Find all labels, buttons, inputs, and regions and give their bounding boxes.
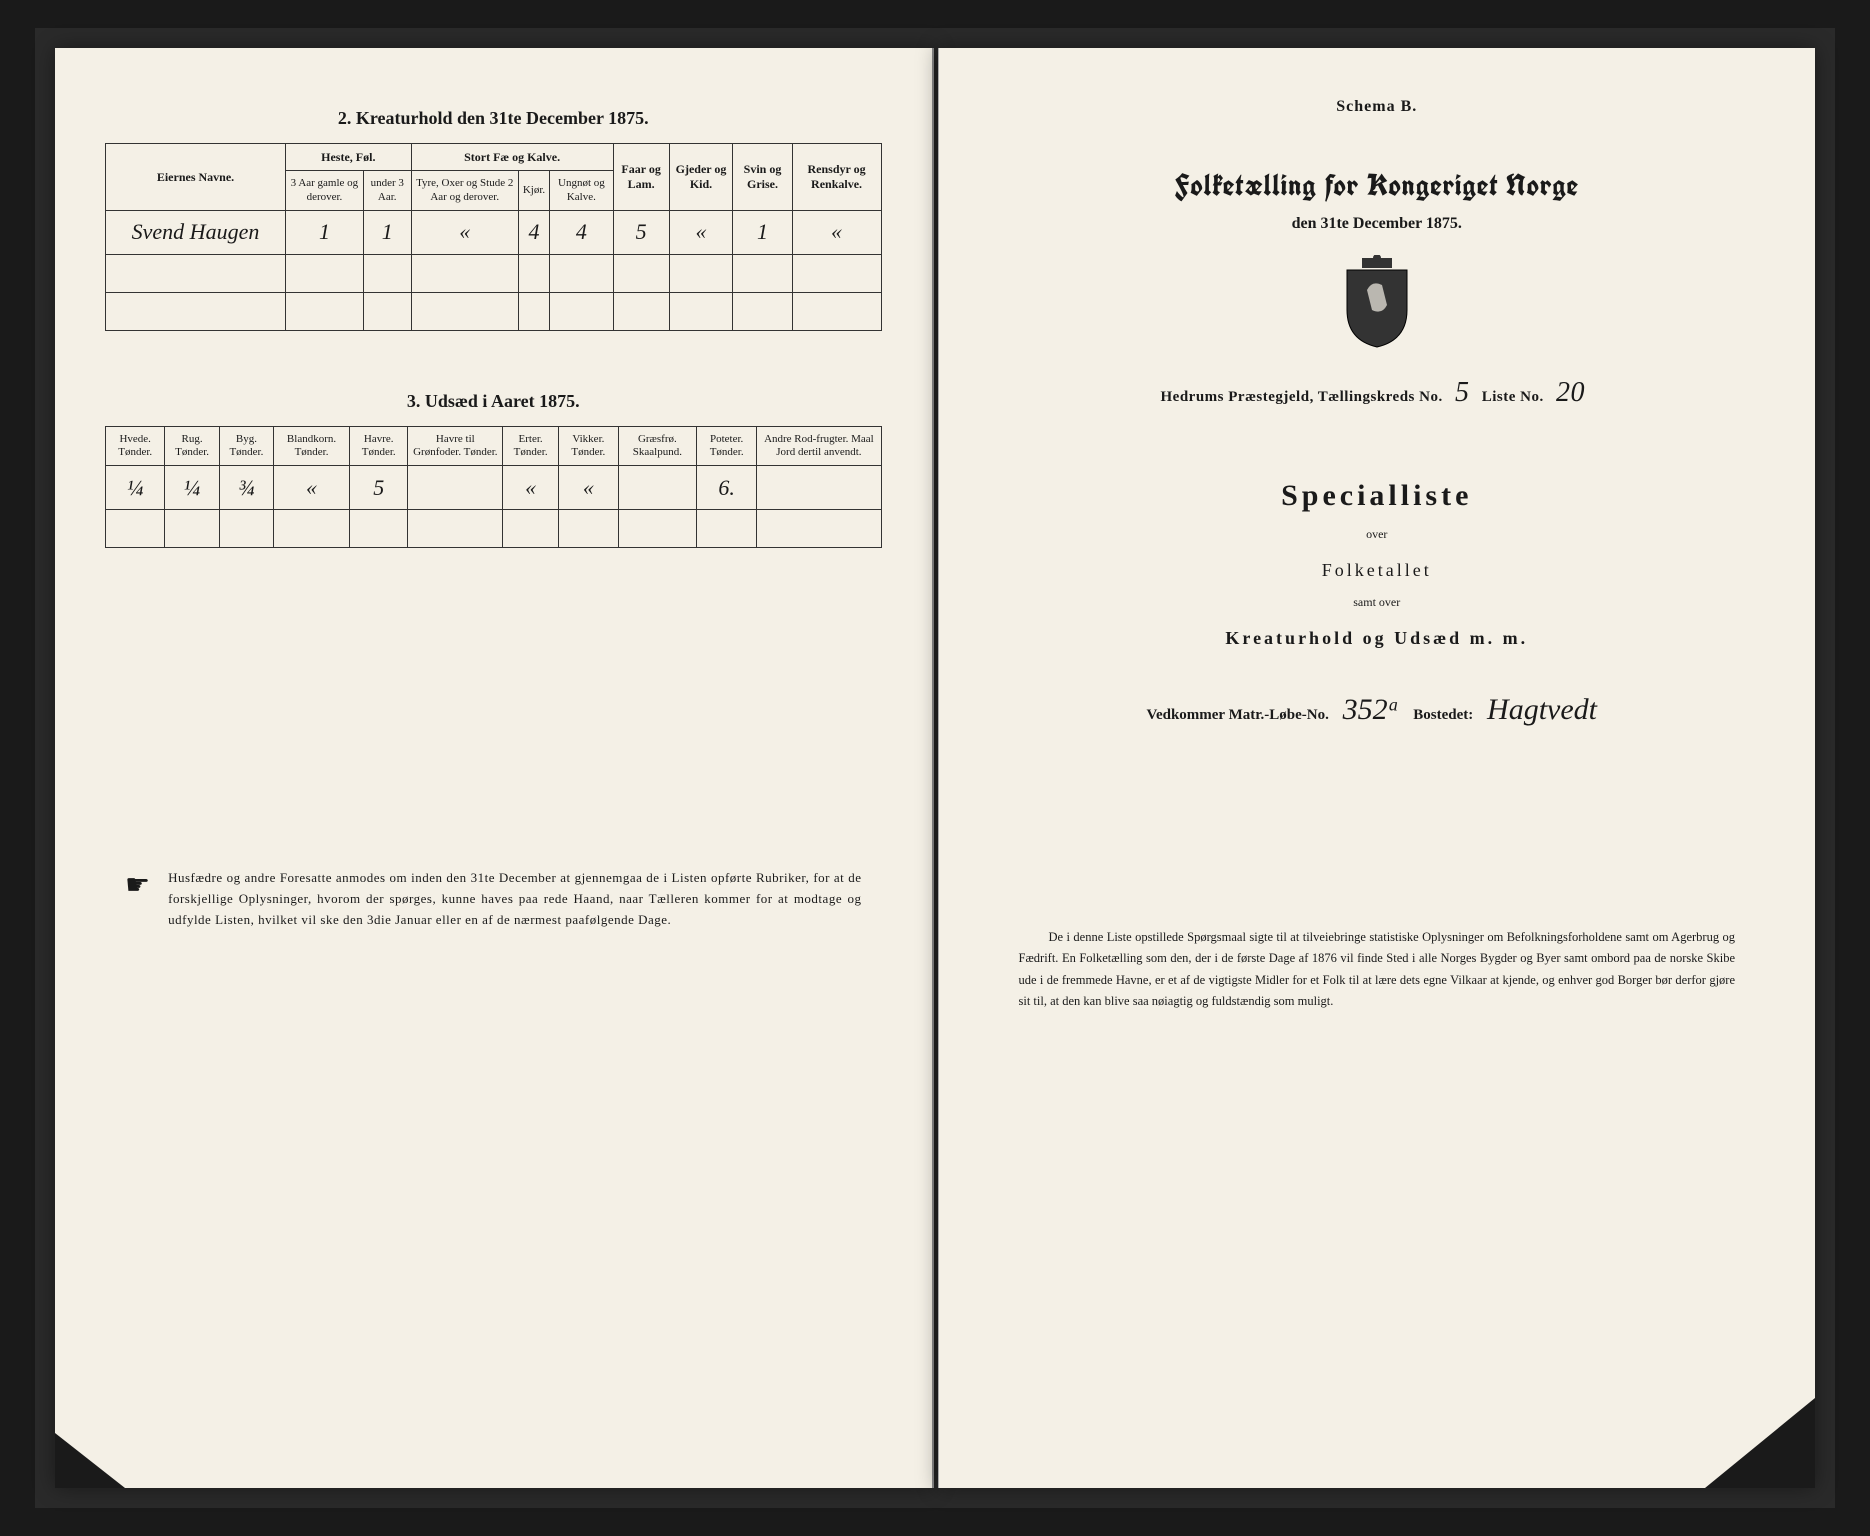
page-corner-fold	[1705, 1398, 1815, 1488]
col-goats: Gjeder og Kid.	[669, 144, 733, 211]
col-root: Andre Rod-frugter. Maal Jord dertil anve…	[757, 426, 881, 465]
kreatur-label: Kreaturhold og Udsæd m. m.	[989, 628, 1766, 649]
list-label: Liste No.	[1482, 389, 1544, 405]
cell: 1	[286, 210, 364, 254]
parish-name: Hedrums	[1161, 389, 1225, 405]
list-number: 20	[1548, 377, 1593, 408]
col-mixed: Blandkorn. Tønder.	[274, 426, 350, 465]
cell: «	[792, 210, 881, 254]
coat-of-arms-icon	[989, 255, 1766, 355]
folketallet-label: Folketallet	[989, 560, 1766, 581]
sub-horses-3plus: 3 Aar gamle og derover.	[286, 171, 364, 210]
cell: 4	[550, 210, 613, 254]
cell: 4	[518, 210, 549, 254]
matrikkel-line: Vedkommer Matr.-Løbe-No. 352ᵃ Bostedet: …	[989, 693, 1766, 727]
col-potato: Poteter. Tønder.	[697, 426, 757, 465]
col-vetch: Vikker. Tønder.	[559, 426, 619, 465]
col-barley: Byg. Tønder.	[219, 426, 273, 465]
matr-number: 352ᵃ	[1333, 693, 1410, 726]
col-reindeer: Rensdyr og Renkalve.	[792, 144, 881, 211]
cell: ¼	[106, 466, 165, 510]
group-horses: Heste, Føl.	[286, 144, 412, 171]
col-sheep: Faar og Lam.	[613, 144, 669, 211]
sub-cows: Kjør.	[518, 171, 549, 210]
book-spread: 2. Kreaturhold den 31te December 1875. E…	[35, 28, 1835, 1508]
cell: «	[669, 210, 733, 254]
district-line: Hedrums Præstegjeld, Tællingskreds No. 5…	[989, 377, 1766, 409]
section2-title: 2. Kreaturhold den 31te December 1875.	[105, 108, 882, 129]
group-cattle: Stort Fæ og Kalve.	[411, 144, 613, 171]
col-rye: Rug. Tønder.	[165, 426, 219, 465]
cell: 1	[733, 210, 792, 254]
district-label: Præstegjeld, Tællingskreds No.	[1228, 389, 1442, 405]
cell: 5	[613, 210, 669, 254]
bosted-name: Hagtvedt	[1477, 693, 1607, 726]
census-date: den 31te December 1875.	[989, 215, 1766, 233]
left-page: 2. Kreaturhold den 31te December 1875. E…	[55, 48, 934, 1488]
right-page: Schema B. Folketælling for Kongeriget No…	[938, 48, 1816, 1488]
col-peas: Erter. Tønder.	[503, 426, 559, 465]
page-corner-fold	[55, 1433, 125, 1488]
col-oats-green: Havre til Grønfoder. Tønder.	[408, 426, 503, 465]
left-footnote: ☛ Husfædre og andre Foresatte anmodes om…	[105, 868, 882, 930]
cell	[757, 466, 881, 510]
cell: 1	[363, 210, 411, 254]
sub-horses-under3: under 3 Aar.	[363, 171, 411, 210]
udsaed-table: Hvede. Tønder. Rug. Tønder. Byg. Tønder.…	[105, 426, 882, 548]
section3-title: 3. Udsæd i Aaret 1875.	[105, 391, 882, 412]
matr-label: Vedkommer Matr.-Løbe-No.	[1146, 707, 1328, 723]
sub-bulls: Tyre, Oxer og Stude 2 Aar og derover.	[411, 171, 518, 210]
cell	[618, 466, 696, 510]
col-pigs: Svin og Grise.	[733, 144, 792, 211]
specialliste-title: Specialliste	[989, 479, 1766, 513]
cell: ¾	[219, 466, 273, 510]
cell: ¼	[165, 466, 219, 510]
cell	[408, 466, 503, 510]
census-title: Folketælling for Kongeriget Norge	[989, 166, 1766, 205]
cell: «	[274, 466, 350, 510]
schema-label: Schema B.	[989, 98, 1766, 116]
owner-name: Svend Haugen	[106, 210, 286, 254]
col-wheat: Hvede. Tønder.	[106, 426, 165, 465]
bosted-label: Bostedet:	[1413, 707, 1473, 723]
col-grass: Græsfrø. Skaalpund.	[618, 426, 696, 465]
col-oats: Havre. Tønder.	[349, 426, 408, 465]
district-number: 5	[1447, 377, 1478, 408]
samt-label: samt over	[989, 595, 1766, 610]
cell: 5	[349, 466, 408, 510]
pointing-hand-icon: ☛	[125, 872, 150, 900]
cell: «	[503, 466, 559, 510]
col-owner-name: Eiernes Navne.	[106, 144, 286, 211]
kreaturhold-table: Eiernes Navne. Heste, Føl. Stort Fæ og K…	[105, 143, 882, 331]
cell: «	[559, 466, 619, 510]
cell: 6.	[697, 466, 757, 510]
right-footnote-text: De i denne Liste opstillede Spørgsmaal s…	[989, 927, 1766, 1012]
cell: «	[411, 210, 518, 254]
sub-calves: Ungnøt og Kalve.	[550, 171, 613, 210]
left-footnote-text: Husfædre og andre Foresatte anmodes om i…	[168, 868, 861, 930]
over-label: over	[989, 527, 1766, 542]
